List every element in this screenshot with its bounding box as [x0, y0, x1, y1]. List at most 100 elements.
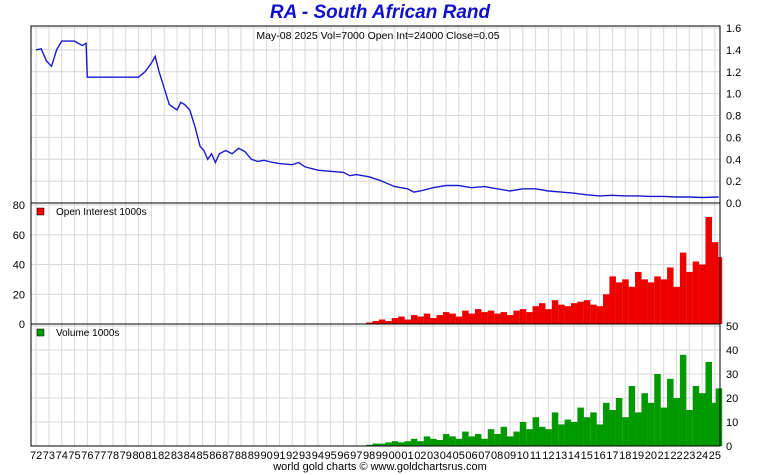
y-tick-label: 40 — [726, 345, 738, 357]
open-interest-bar — [571, 303, 578, 324]
y-tick-label: 0 — [726, 441, 732, 453]
volume-bar — [417, 441, 424, 446]
open-interest-bar — [487, 310, 495, 324]
open-interest-bar — [628, 286, 636, 324]
open-interest-bar — [372, 321, 379, 324]
x-tick-label: 77 — [94, 450, 106, 462]
volume-bar — [410, 438, 418, 446]
volume-bar — [398, 442, 405, 446]
label-layer: 72 73 74 75 76 77 78 79 80 81 82 83 84 85 86 87 88 89 90 91… — [13, 23, 742, 462]
volume-bar — [667, 378, 674, 446]
volume-bar — [596, 424, 604, 446]
open-interest-bar — [430, 318, 437, 324]
volume-bar — [545, 429, 552, 446]
open-interest-bar — [468, 313, 476, 324]
volume-bar — [635, 412, 642, 446]
volume-bar — [603, 402, 610, 446]
volume-bar — [404, 441, 412, 446]
volume-bar — [532, 417, 540, 446]
open-interest-bar — [590, 304, 597, 324]
open-interest-bar — [449, 313, 456, 324]
y-tick-label: 1.0 — [726, 89, 741, 101]
open-interest-bar — [551, 300, 559, 324]
open-interest-bar — [455, 316, 463, 324]
open-interest-bar — [442, 312, 450, 324]
open-interest-bar — [622, 279, 629, 324]
open-interest-bar — [545, 309, 552, 324]
x-tick-label: 94 — [312, 450, 324, 462]
y-tick-label: 50 — [726, 321, 738, 333]
volume-bar — [647, 402, 655, 446]
x-tick-label: 75 — [68, 450, 80, 462]
volume-bar — [487, 429, 495, 446]
open-interest-bar — [526, 312, 533, 324]
x-tick-label: 76 — [81, 450, 93, 462]
y-tick-label: 60 — [13, 230, 25, 242]
x-tick-label: 98 — [363, 450, 375, 462]
volume-bar — [622, 417, 629, 446]
x-tick-label: 16 — [593, 450, 605, 462]
open-interest-bar — [532, 306, 540, 324]
volume-bar — [423, 436, 431, 446]
volume-bar — [385, 442, 392, 446]
open-interest-bar — [513, 310, 520, 324]
open-interest-bar — [423, 313, 431, 324]
volume-bar — [462, 431, 469, 446]
panel-frame — [30, 323, 721, 447]
x-tick-label: 19 — [632, 450, 644, 462]
open-interest-bar — [647, 282, 655, 324]
x-tick-label: 15 — [581, 450, 593, 462]
open-interest-bar — [673, 286, 680, 324]
y-tick-label: 0.4 — [726, 154, 741, 166]
grid-layer — [31, 26, 720, 447]
volume-bar — [705, 362, 712, 446]
volume-bar — [366, 444, 373, 446]
volume-bar — [551, 412, 559, 446]
open-interest-bar — [603, 294, 610, 324]
chart-stats: May-08 2025 Vol=7000 Open Int=24000 Clos… — [256, 30, 499, 42]
frame-layer — [30, 25, 721, 447]
open-interest-bar — [378, 319, 386, 324]
x-tick-label: 24 — [696, 450, 708, 462]
y-tick-label: 1.2 — [726, 67, 741, 79]
open-interest-bar — [558, 304, 565, 324]
y-tick-label: 0.0 — [726, 198, 741, 210]
volume-bar — [679, 354, 687, 446]
open-interest-bar — [462, 310, 469, 324]
open-interest-bar — [506, 315, 514, 324]
x-tick-label: 81 — [145, 450, 157, 462]
volume-bar — [609, 410, 616, 446]
open-interest-bar — [711, 242, 719, 324]
x-tick-label: 25 — [709, 450, 721, 462]
open-interest-bar — [366, 322, 373, 324]
volume-bar — [526, 429, 533, 446]
open-interest-bar — [577, 301, 584, 324]
open-interest-bar — [583, 300, 591, 324]
x-tick-label: 17 — [606, 450, 618, 462]
x-tick-label: 03 — [427, 450, 439, 462]
volume-bar — [436, 440, 444, 446]
volume-bar — [558, 424, 565, 446]
open-interest-bar — [667, 267, 674, 324]
x-tick-label: 92 — [286, 450, 298, 462]
x-tick-label: 02 — [414, 450, 426, 462]
y-tick-label: 0.2 — [726, 176, 741, 188]
volume-bar — [577, 407, 584, 446]
open-interest-bar — [385, 321, 392, 324]
volume-bar — [564, 419, 572, 446]
open-interest-bar — [609, 276, 616, 324]
volume-bar — [378, 443, 386, 446]
open-interest-bar — [596, 306, 604, 324]
x-tick-label: 07 — [478, 450, 490, 462]
panel-frame — [30, 25, 721, 204]
volume-bar — [494, 434, 501, 446]
open-interest-bar — [615, 282, 623, 324]
y-tick-label: 20 — [13, 289, 25, 301]
volume-bar — [615, 398, 623, 446]
x-tick-label: 04 — [440, 450, 452, 462]
price-line — [35, 40, 719, 199]
y-tick-label: 30 — [726, 369, 738, 381]
x-tick-label: 89 — [248, 450, 260, 462]
open-interest-bar — [410, 315, 418, 324]
